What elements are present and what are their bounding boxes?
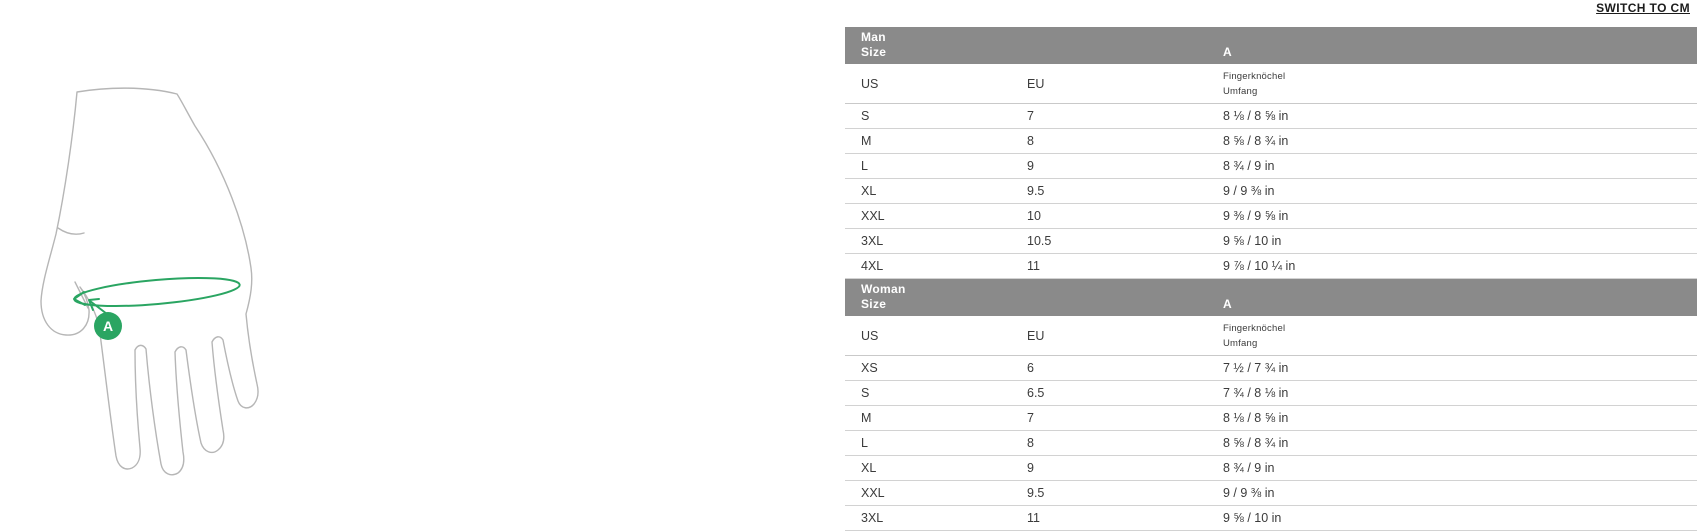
- us-column-header: US: [861, 76, 879, 91]
- us-size-cell: 3XL: [861, 234, 884, 248]
- circumference-cell: 9 ⅝ / 10 in: [1223, 234, 1282, 248]
- a-column-subheader: Fingerknöchel Umfang: [1223, 321, 1697, 351]
- table-row: M 7 8 ⅛ / 8 ⅝ in: [845, 406, 1697, 431]
- table-row: XL 9 8 ¾ / 9 in: [845, 456, 1697, 481]
- column-a-label: A: [1223, 45, 1232, 59]
- us-size-cell: S: [861, 109, 870, 123]
- hand-illustration: A: [40, 87, 259, 476]
- a-sub-line1: Fingerknöchel: [1223, 70, 1286, 82]
- point-a-label: A: [103, 318, 113, 334]
- eu-size-cell: 8: [1027, 436, 1034, 450]
- circumference-cell: 9 / 9 ⅜ in: [1223, 486, 1275, 500]
- table-row: 3XL 11 9 ⅝ / 10 in: [845, 506, 1697, 531]
- a-sub-line2: Umfang: [1223, 337, 1258, 349]
- point-a-badge: [94, 312, 122, 340]
- us-size-cell: XL: [861, 461, 877, 475]
- us-size-cell: L: [861, 159, 868, 173]
- us-size-cell: 4XL: [861, 259, 884, 273]
- us-size-cell: M: [861, 411, 872, 425]
- measure-arrow-left-icon: [73, 291, 86, 306]
- eu-size-cell: 8: [1027, 134, 1034, 148]
- circumference-cell: 7 ½ / 7 ¾ in: [1223, 361, 1289, 375]
- circumference-cell: 9 ⅞ / 10 ¼ in: [1223, 259, 1296, 273]
- table-row: XS 6 7 ½ / 7 ¾ in: [845, 356, 1697, 381]
- eu-size-cell: 10: [1027, 209, 1041, 223]
- table-row: 4XL 11 9 ⅞ / 10 ¼ in: [845, 254, 1697, 279]
- a-sub-line1: Fingerknöchel: [1223, 322, 1286, 334]
- switch-to-cm-link[interactable]: SWITCH TO CM: [1596, 1, 1690, 15]
- table-row: L 9 8 ¾ / 9 in: [845, 154, 1697, 179]
- circumference-cell: 8 ⅝ / 8 ¾ in: [1223, 436, 1289, 450]
- woman-table-header-band: Woman Size A: [845, 279, 1697, 316]
- man-size-table: Man Size A US EU Fingerknöchel Umfang S …: [845, 27, 1697, 279]
- circumference-cell: 8 ¾ / 9 in: [1223, 159, 1275, 173]
- us-size-cell: XXL: [861, 486, 885, 500]
- circumference-cell: 9 / 9 ⅜ in: [1223, 184, 1275, 198]
- circumference-cell: 8 ⅝ / 8 ¾ in: [1223, 134, 1289, 148]
- eu-size-cell: 6.5: [1027, 386, 1045, 400]
- group-label: Woman: [861, 282, 906, 296]
- a-column-subheader: Fingerknöchel Umfang: [1223, 69, 1697, 99]
- circumference-cell: 9 ⅜ / 9 ⅝ in: [1223, 209, 1289, 223]
- eu-size-cell: 9: [1027, 461, 1034, 475]
- size-tables: Man Size A US EU Fingerknöchel Umfang S …: [845, 27, 1697, 531]
- table-row: 3XL 10.5 9 ⅝ / 10 in: [845, 229, 1697, 254]
- table-row: S 6.5 7 ¾ / 8 ⅛ in: [845, 381, 1697, 406]
- measurement-overlay: [73, 277, 241, 315]
- eu-size-cell: 10.5: [1027, 234, 1052, 248]
- eu-size-cell: 9.5: [1027, 486, 1045, 500]
- eu-size-cell: 11: [1027, 259, 1040, 273]
- table-row: L 8 8 ⅝ / 8 ¾ in: [845, 431, 1697, 456]
- circumference-cell: 7 ¾ / 8 ⅛ in: [1223, 386, 1289, 400]
- measure-arrow-a-icon: [88, 298, 100, 311]
- table-row: XL 9.5 9 / 9 ⅜ in: [845, 179, 1697, 204]
- size-label: Size: [861, 297, 887, 311]
- eu-size-cell: 7: [1027, 109, 1034, 123]
- woman-table-subheader: US EU Fingerknöchel Umfang: [845, 316, 1697, 356]
- table-row: M 8 8 ⅝ / 8 ¾ in: [845, 129, 1697, 154]
- eu-size-cell: 9: [1027, 159, 1034, 173]
- circumference-cell: 8 ¾ / 9 in: [1223, 461, 1275, 475]
- table-row: XXL 9.5 9 / 9 ⅜ in: [845, 481, 1697, 506]
- circumference-cell: 8 ⅛ / 8 ⅝ in: [1223, 109, 1289, 123]
- column-a-label: A: [1223, 297, 1232, 311]
- circumference-cell: 9 ⅝ / 10 in: [1223, 511, 1282, 525]
- us-size-cell: S: [861, 386, 870, 400]
- eu-size-cell: 6: [1027, 361, 1034, 375]
- man-table-header-band: Man Size A: [845, 27, 1697, 64]
- eu-size-cell: 9.5: [1027, 184, 1045, 198]
- us-size-cell: 3XL: [861, 511, 884, 525]
- woman-size-table: Woman Size A US EU Fingerknöchel Umfang …: [845, 279, 1697, 531]
- us-size-cell: L: [861, 436, 868, 450]
- table-row: S 7 8 ⅛ / 8 ⅝ in: [845, 104, 1697, 129]
- table-row: XXL 10 9 ⅜ / 9 ⅝ in: [845, 204, 1697, 229]
- us-size-cell: M: [861, 134, 872, 148]
- a-sub-line2: Umfang: [1223, 85, 1258, 97]
- us-size-cell: XXL: [861, 209, 885, 223]
- us-size-cell: XL: [861, 184, 877, 198]
- eu-size-cell: 11: [1027, 511, 1040, 525]
- circumference-cell: 8 ⅛ / 8 ⅝ in: [1223, 411, 1289, 425]
- eu-column-header: EU: [1027, 76, 1045, 91]
- size-label: Size: [861, 45, 887, 59]
- eu-column-header: EU: [1027, 328, 1045, 343]
- group-label: Man: [861, 30, 886, 44]
- us-size-cell: XS: [861, 361, 878, 375]
- man-table-subheader: US EU Fingerknöchel Umfang: [845, 64, 1697, 104]
- us-column-header: US: [861, 328, 879, 343]
- eu-size-cell: 7: [1027, 411, 1034, 425]
